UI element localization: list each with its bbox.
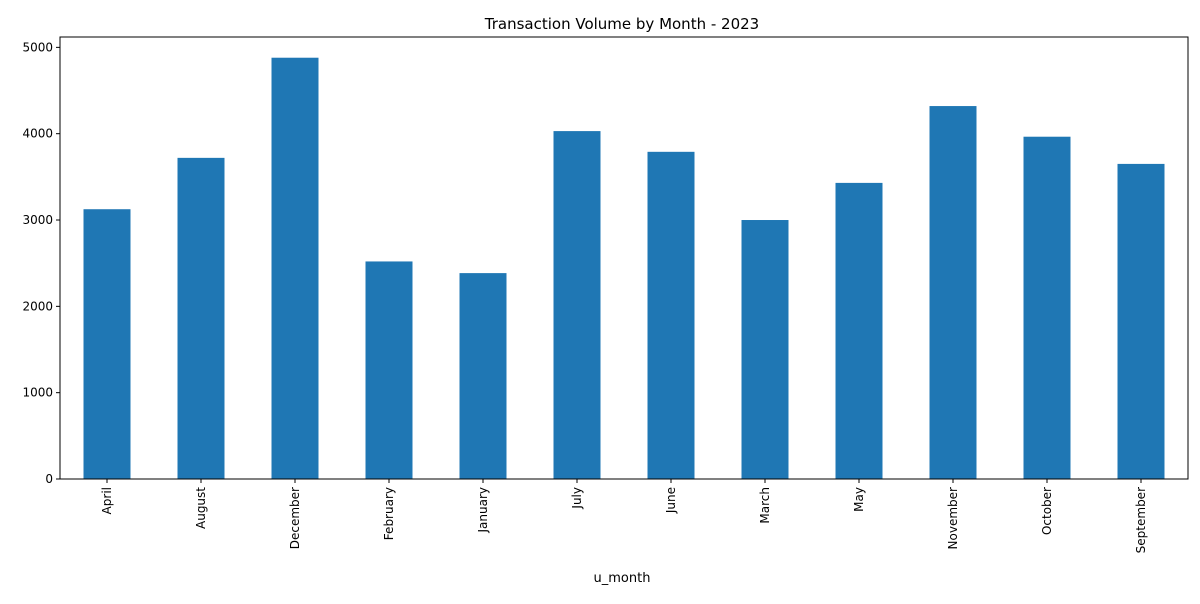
bar-june [647, 151, 695, 479]
x-tick-label: August [194, 487, 208, 529]
bar-september [1117, 163, 1165, 479]
y-tick-label: 4000 [22, 127, 53, 141]
bar-february [365, 261, 413, 479]
x-tick-label: March [758, 487, 772, 524]
x-tick-label: February [382, 487, 396, 540]
bar-august [177, 157, 225, 480]
x-tick-label: November [946, 487, 960, 549]
bar-october [1023, 136, 1071, 479]
axes-layer: 0 1000 2000 3000 4000 5000 April August December… [22, 36, 1189, 553]
y-tick-label: 2000 [22, 299, 53, 313]
x-tick-label: January [476, 487, 490, 534]
bar-july [553, 131, 601, 479]
x-tick-label: June [664, 487, 678, 514]
x-tick-label: September [1134, 487, 1148, 553]
bar-december [271, 57, 319, 479]
x-tick-label: April [100, 487, 114, 514]
x-tick-label: October [1040, 487, 1054, 535]
y-tick-label: 1000 [22, 386, 53, 400]
x-tick-label: May [852, 487, 866, 512]
bar-march [741, 220, 789, 479]
y-tick-label: 3000 [22, 213, 53, 227]
y-tick-label: 5000 [22, 40, 53, 54]
x-tick-label: December [288, 487, 302, 549]
chart-title: Transaction Volume by Month - 2023 [484, 15, 759, 33]
bars-layer [83, 57, 1165, 480]
bar-november [929, 106, 977, 479]
x-tick-label: July [570, 487, 584, 510]
bar-may [835, 182, 883, 479]
y-tick-label: 0 [45, 472, 53, 486]
bar-january [459, 273, 507, 479]
x-axis-label: u_month [594, 571, 651, 586]
plot-frame [59, 36, 1189, 480]
bar-april [83, 209, 131, 479]
